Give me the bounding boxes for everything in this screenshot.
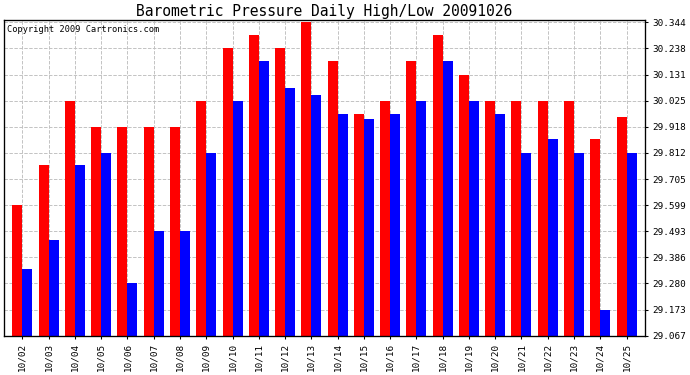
Bar: [600, 309, 610, 336]
Bar: [485, 100, 495, 336]
Bar: [337, 114, 348, 336]
Bar: [380, 100, 390, 336]
Text: Copyright 2009 Cartronics.com: Copyright 2009 Cartronics.com: [7, 25, 159, 34]
Bar: [101, 153, 111, 336]
Bar: [196, 100, 206, 336]
Bar: [302, 22, 311, 336]
Bar: [117, 127, 128, 336]
Bar: [433, 36, 443, 336]
Bar: [627, 153, 636, 336]
Bar: [574, 153, 584, 336]
Bar: [128, 284, 137, 336]
Bar: [511, 100, 522, 336]
Bar: [39, 165, 49, 336]
Bar: [12, 205, 22, 336]
Bar: [311, 94, 322, 336]
Bar: [522, 153, 531, 336]
Bar: [75, 165, 85, 336]
Bar: [233, 100, 242, 336]
Bar: [590, 139, 600, 336]
Bar: [259, 62, 269, 336]
Bar: [416, 100, 426, 336]
Bar: [617, 117, 627, 336]
Bar: [22, 268, 32, 336]
Bar: [469, 100, 479, 336]
Bar: [180, 231, 190, 336]
Bar: [354, 114, 364, 336]
Bar: [65, 100, 75, 336]
Bar: [459, 75, 469, 336]
Bar: [144, 127, 154, 336]
Bar: [364, 119, 374, 336]
Bar: [495, 114, 505, 336]
Bar: [548, 139, 558, 336]
Bar: [406, 62, 416, 336]
Bar: [206, 153, 216, 336]
Bar: [49, 240, 59, 336]
Bar: [443, 62, 453, 336]
Bar: [154, 231, 164, 336]
Title: Barometric Pressure Daily High/Low 20091026: Barometric Pressure Daily High/Low 20091…: [137, 4, 513, 19]
Bar: [390, 114, 400, 336]
Bar: [170, 127, 180, 336]
Bar: [91, 127, 101, 336]
Bar: [285, 88, 295, 336]
Bar: [538, 100, 548, 336]
Bar: [249, 36, 259, 336]
Bar: [275, 48, 285, 336]
Bar: [564, 100, 574, 336]
Bar: [223, 48, 233, 336]
Bar: [328, 62, 337, 336]
